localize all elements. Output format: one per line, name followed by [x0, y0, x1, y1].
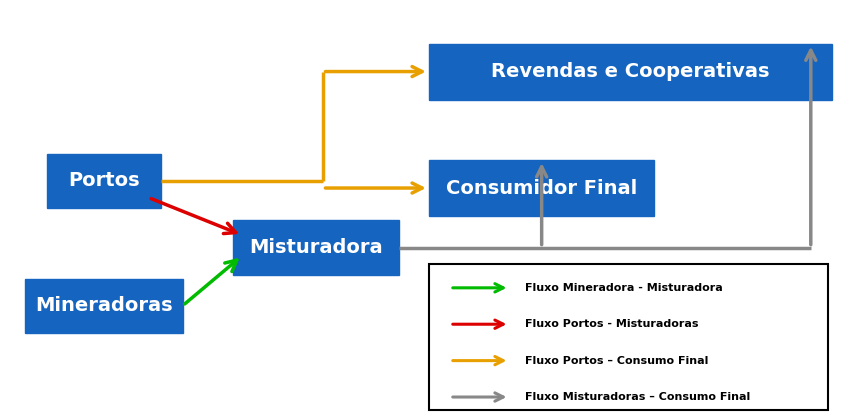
Text: Misturadora: Misturadora: [250, 238, 383, 257]
Text: Mineradoras: Mineradoras: [35, 296, 173, 315]
Text: Revendas e Cooperativas: Revendas e Cooperativas: [491, 62, 770, 81]
Text: Fluxo Portos - Misturadoras: Fluxo Portos - Misturadoras: [525, 319, 698, 329]
FancyBboxPatch shape: [429, 44, 832, 100]
Text: Fluxo Mineradora - Misturadora: Fluxo Mineradora - Misturadora: [525, 283, 722, 293]
FancyBboxPatch shape: [429, 264, 828, 410]
FancyBboxPatch shape: [233, 220, 399, 275]
FancyBboxPatch shape: [429, 160, 654, 216]
FancyBboxPatch shape: [25, 279, 183, 333]
FancyBboxPatch shape: [47, 154, 161, 208]
Text: Portos: Portos: [68, 171, 140, 191]
Text: Fluxo Portos – Consumo Final: Fluxo Portos – Consumo Final: [525, 356, 708, 366]
Text: Consumidor Final: Consumidor Final: [446, 179, 637, 198]
Text: Fluxo Misturadoras – Consumo Final: Fluxo Misturadoras – Consumo Final: [525, 392, 750, 402]
